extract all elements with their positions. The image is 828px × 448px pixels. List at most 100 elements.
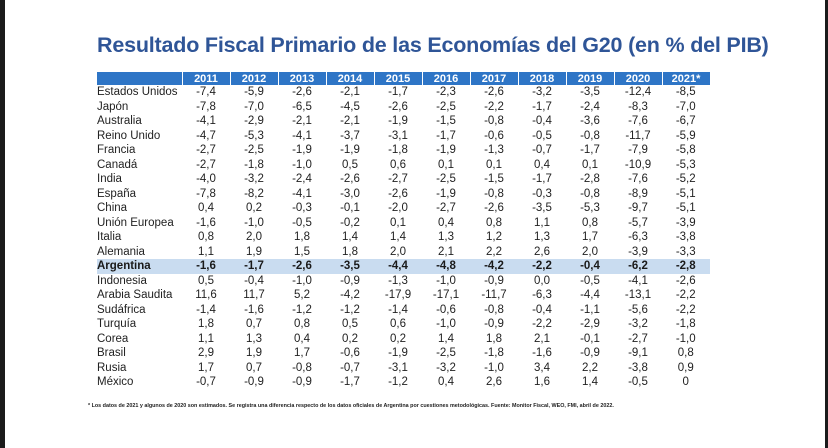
value-cell: -5,3 bbox=[580, 202, 600, 215]
value-cell: 1,2 bbox=[486, 231, 502, 244]
value-cell: -13,1 bbox=[624, 289, 652, 302]
value-cell: -1,5 bbox=[484, 173, 504, 186]
column-header-year: 2015 bbox=[373, 72, 422, 85]
value-cell: 0,7 bbox=[246, 318, 262, 331]
value-cell: -4,1 bbox=[628, 274, 648, 287]
value-cell: -1,6 bbox=[244, 303, 264, 316]
value-cell: -1,7 bbox=[388, 86, 408, 99]
value-cell: -4,5 bbox=[340, 100, 360, 113]
value-cell: -4,4 bbox=[580, 289, 600, 302]
value-cell: -9,7 bbox=[628, 202, 648, 215]
value-cell: -3,5 bbox=[532, 202, 552, 215]
value-cell: -1,4 bbox=[388, 303, 408, 316]
table-row: Sudáfrica -1,4 -1,6 -1,2 -1,2 -1,4 -0,6 -0,8 -0,… bbox=[97, 303, 710, 318]
country-name: Estados Unidos bbox=[97, 86, 178, 99]
value-cell: -4,1 bbox=[196, 115, 216, 128]
value-cell: -2,4 bbox=[292, 173, 312, 186]
table-row: Indonesia 0,5 -0,4 -1,0 -0,9 -1,3 -1,0 -0,9 0,0 -… bbox=[97, 274, 710, 289]
value-cell: -1,3 bbox=[484, 144, 504, 157]
value-cell: -5,8 bbox=[675, 144, 696, 157]
value-cell: -1,0 bbox=[436, 318, 456, 331]
table-row: Corea 1,1 1,3 0,4 0,2 0,2 1,4 1,8 2,1 -0,1 -2,7 -1,… bbox=[97, 332, 710, 347]
value-cell: -2,2 bbox=[518, 259, 566, 274]
value-cell: 2,0 bbox=[390, 245, 406, 258]
value-cell: -0,5 bbox=[628, 376, 648, 389]
value-cell: -0,6 bbox=[436, 303, 456, 316]
value-cell: -4,4 bbox=[374, 259, 422, 274]
value-cell: -0,5 bbox=[580, 274, 600, 287]
country-name: Alemania bbox=[97, 245, 145, 258]
value-cell: 1,8 bbox=[294, 231, 310, 244]
value-cell: -5,7 bbox=[628, 216, 648, 229]
value-cell: -5,2 bbox=[675, 173, 696, 186]
value-cell: -1,0 bbox=[675, 332, 696, 345]
value-cell: 1,3 bbox=[246, 332, 262, 345]
value-cell: -8,3 bbox=[628, 100, 648, 113]
column-header-year: 2019 bbox=[565, 72, 614, 85]
left-frame-edge bbox=[0, 0, 5, 448]
value-cell: 2,1 bbox=[438, 245, 454, 258]
country-name: España bbox=[97, 187, 137, 200]
value-cell: 1,4 bbox=[390, 231, 406, 244]
value-cell: -0,1 bbox=[580, 332, 600, 345]
value-cell: -0,8 bbox=[484, 187, 504, 200]
value-cell: -1,0 bbox=[436, 274, 456, 287]
value-cell: -0,8 bbox=[580, 187, 600, 200]
value-cell: 0,0 bbox=[534, 274, 550, 287]
value-cell: -0,8 bbox=[292, 361, 312, 374]
table-row: Estados Unidos -7,4 -5,9 -2,6 -2,1 -1,7 -2,3 -2… bbox=[97, 85, 710, 100]
value-cell: -1,6 bbox=[532, 347, 552, 360]
value-cell: 2,1 bbox=[534, 332, 550, 345]
value-cell: -1,1 bbox=[580, 303, 600, 316]
value-cell: 0,5 bbox=[342, 318, 358, 331]
value-cell: -2,7 bbox=[196, 158, 216, 171]
value-cell: -0,9 bbox=[244, 376, 264, 389]
value-cell: -1,2 bbox=[292, 303, 312, 316]
value-cell: -6,2 bbox=[614, 259, 662, 274]
value-cell: 1,8 bbox=[198, 318, 214, 331]
table-row: Alemania 1,1 1,9 1,5 1,8 2,0 2,1 2,2 2,6 2,0 -3,9 -… bbox=[97, 245, 710, 260]
value-cell: -1,2 bbox=[388, 376, 408, 389]
value-cell: -2,8 bbox=[662, 259, 710, 274]
value-cell: 1,3 bbox=[438, 231, 454, 244]
value-cell: -11,7 bbox=[625, 129, 651, 142]
value-cell: -3,5 bbox=[326, 259, 374, 274]
value-cell: -7,0 bbox=[244, 100, 264, 113]
value-cell: 0,8 bbox=[582, 216, 598, 229]
value-cell: -2,8 bbox=[580, 173, 600, 186]
column-header-year: 2012 bbox=[229, 72, 278, 85]
value-cell: -5,6 bbox=[628, 303, 648, 316]
value-cell: 0,2 bbox=[342, 332, 358, 345]
value-cell: 2,9 bbox=[198, 347, 214, 360]
value-cell: -2,6 bbox=[484, 86, 504, 99]
value-cell: 1,4 bbox=[438, 332, 454, 345]
value-cell: 1,1 bbox=[198, 332, 214, 345]
table-row: India -4,0 -3,2 -2,4 -2,6 -2,7 -2,5 -1,5 -1,7 -2,… bbox=[97, 172, 710, 187]
table-row: Francia -2,7 -2,5 -1,9 -1,9 -1,8 -1,9 -1,3 -0,7 -… bbox=[97, 143, 710, 158]
value-cell: -5,1 bbox=[675, 187, 696, 200]
value-cell: 5,2 bbox=[294, 289, 310, 302]
value-cell: -4,2 bbox=[470, 259, 518, 274]
column-header-year: 2011 bbox=[181, 72, 230, 85]
value-cell: 0,1 bbox=[390, 216, 406, 229]
value-cell: -4,1 bbox=[292, 187, 312, 200]
value-cell: -2,9 bbox=[244, 115, 264, 128]
value-cell: -3,1 bbox=[388, 129, 408, 142]
value-cell: -1,8 bbox=[484, 347, 504, 360]
value-cell: -2,6 bbox=[484, 202, 504, 215]
value-cell: 0,9 bbox=[677, 361, 694, 374]
value-cell: 1,6 bbox=[534, 376, 550, 389]
value-cell: -0,9 bbox=[484, 274, 504, 287]
value-cell: -3,1 bbox=[388, 361, 408, 374]
value-cell: -0,5 bbox=[532, 129, 552, 142]
value-cell: 0,6 bbox=[390, 318, 406, 331]
value-cell: -2,3 bbox=[436, 86, 456, 99]
value-cell: -0,4 bbox=[532, 115, 552, 128]
country-name: Unión Europea bbox=[97, 216, 174, 229]
value-cell: -2,9 bbox=[580, 318, 600, 331]
country-name: Arabia Saudita bbox=[97, 289, 173, 302]
right-frame-edge bbox=[825, 0, 828, 448]
value-cell: -0,8 bbox=[580, 129, 600, 142]
value-cell: -3,0 bbox=[340, 187, 360, 200]
value-cell: -0,4 bbox=[244, 274, 264, 287]
